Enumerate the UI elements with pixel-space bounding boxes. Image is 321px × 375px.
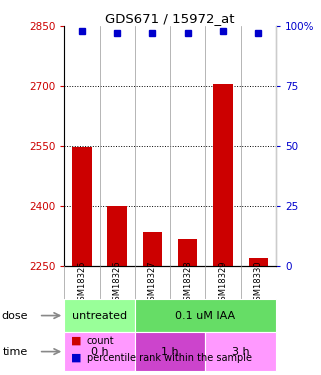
Bar — [64, 299, 135, 332]
Bar — [249, 258, 268, 267]
Text: 0.1 uM IAA: 0.1 uM IAA — [175, 310, 236, 321]
Bar — [108, 206, 127, 267]
Bar — [178, 239, 197, 267]
Bar — [72, 147, 91, 267]
Bar — [135, 299, 276, 332]
Text: 3 h: 3 h — [232, 346, 249, 357]
Text: ■: ■ — [71, 336, 81, 345]
Title: GDS671 / 15972_at: GDS671 / 15972_at — [105, 12, 235, 25]
Text: GSM18330: GSM18330 — [254, 260, 263, 306]
Text: GSM18327: GSM18327 — [148, 260, 157, 306]
Text: 1 h: 1 h — [161, 346, 179, 357]
Text: time: time — [3, 346, 28, 357]
Bar — [135, 332, 205, 371]
Text: GSM18325: GSM18325 — [77, 260, 86, 306]
Bar — [64, 332, 135, 371]
Text: GSM18326: GSM18326 — [113, 260, 122, 306]
Bar — [205, 332, 276, 371]
Text: percentile rank within the sample: percentile rank within the sample — [87, 353, 252, 363]
Text: count: count — [87, 336, 114, 345]
Text: GSM18328: GSM18328 — [183, 260, 192, 306]
Bar — [213, 84, 233, 267]
Text: GSM18329: GSM18329 — [219, 260, 228, 306]
Text: ■: ■ — [71, 353, 81, 363]
Bar — [143, 232, 162, 267]
Text: 0 h: 0 h — [91, 346, 108, 357]
Text: dose: dose — [2, 310, 28, 321]
Text: untreated: untreated — [72, 310, 127, 321]
